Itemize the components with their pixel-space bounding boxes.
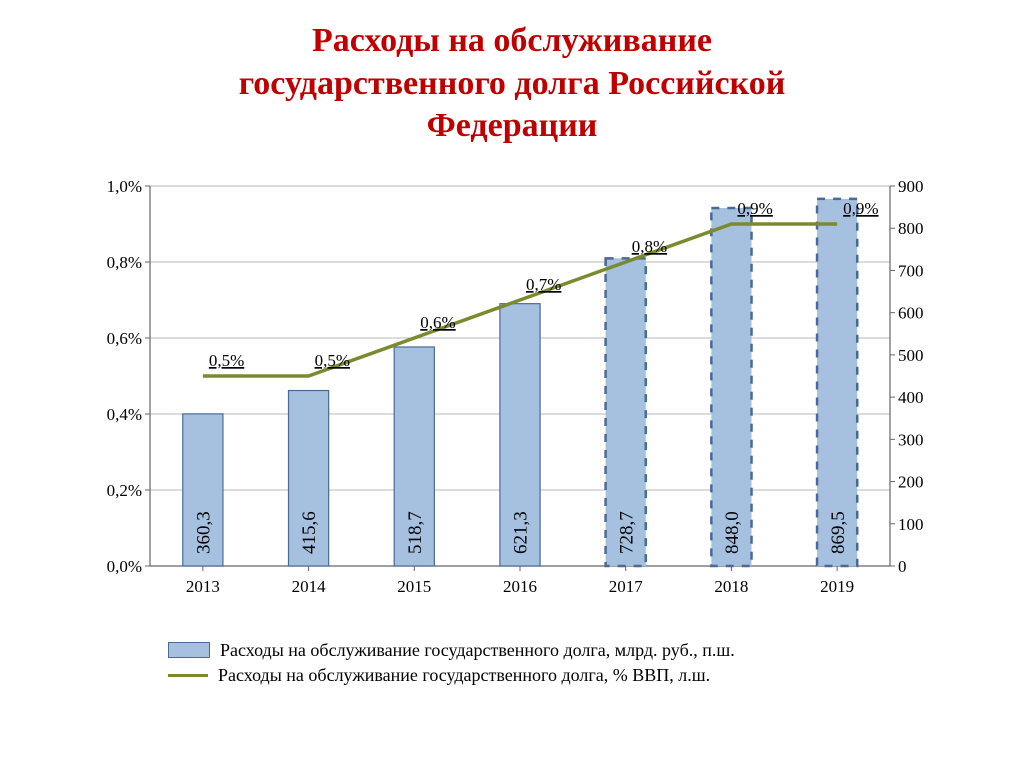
legend-swatch-line	[168, 674, 208, 677]
svg-text:500: 500	[898, 345, 924, 364]
svg-text:600: 600	[898, 303, 924, 322]
bar-value-label: 728,7	[616, 511, 637, 554]
x-category-label: 2013	[186, 577, 220, 596]
line-value-label: 0,6%	[420, 313, 455, 332]
debt-service-chart: 0,0% 0,2% 0,4% 0,6% 0,8% 1,0% 0 100 200 300 400 500…	[62, 166, 962, 626]
bar-value-label: 415,6	[299, 511, 320, 554]
bar-value-label: 518,7	[405, 511, 426, 554]
x-category-label: 2015	[397, 577, 431, 596]
x-category-label: 2014	[292, 577, 327, 596]
svg-text:0,6%: 0,6%	[107, 329, 142, 348]
legend-text-bar: Расходы на обслуживание государственного…	[220, 640, 735, 661]
x-category-label: 2017	[609, 577, 644, 596]
svg-text:0,2%: 0,2%	[107, 481, 142, 500]
legend-item-line: Расходы на обслуживание государственного…	[168, 665, 996, 686]
svg-text:300: 300	[898, 430, 924, 449]
legend-swatch-bar	[168, 642, 210, 658]
svg-text:0,4%: 0,4%	[107, 405, 142, 424]
chart-container: 0,0% 0,2% 0,4% 0,6% 0,8% 1,0% 0 100 200 300 400 500…	[62, 166, 962, 626]
svg-text:100: 100	[898, 514, 924, 533]
line-value-label: 0,8%	[632, 237, 667, 256]
svg-text:0,0%: 0,0%	[107, 557, 142, 576]
line-value-label: 0,5%	[315, 351, 350, 370]
legend-text-line: Расходы на обслуживание государственного…	[218, 665, 710, 686]
page: Расходы на обслуживаниегосударственного …	[0, 0, 1024, 767]
line-value-label: 0,9%	[843, 199, 878, 218]
bar-value-label: 360,3	[194, 511, 215, 554]
svg-text:400: 400	[898, 388, 924, 407]
svg-text:0,8%: 0,8%	[107, 253, 142, 272]
bar-value-label: 621,3	[511, 511, 532, 554]
x-category-label: 2016	[503, 577, 537, 596]
bar-value-label: 869,5	[828, 511, 849, 554]
svg-text:900: 900	[898, 177, 924, 196]
svg-text:1,0%: 1,0%	[107, 177, 142, 196]
svg-text:700: 700	[898, 261, 924, 280]
x-category-label: 2019	[820, 577, 854, 596]
svg-text:800: 800	[898, 219, 924, 238]
svg-text:200: 200	[898, 472, 924, 491]
bar	[817, 198, 857, 565]
page-title: Расходы на обслуживаниегосударственного …	[28, 20, 996, 148]
legend: Расходы на обслуживание государственного…	[28, 640, 996, 686]
legend-item-bar: Расходы на обслуживание государственного…	[168, 640, 996, 661]
svg-text:0: 0	[898, 557, 907, 576]
line-value-label: 0,7%	[526, 275, 561, 294]
bar-value-label: 848,0	[722, 511, 743, 554]
line-value-label: 0,9%	[737, 199, 772, 218]
line-value-label: 0,5%	[209, 351, 244, 370]
x-category-label: 2018	[714, 577, 748, 596]
